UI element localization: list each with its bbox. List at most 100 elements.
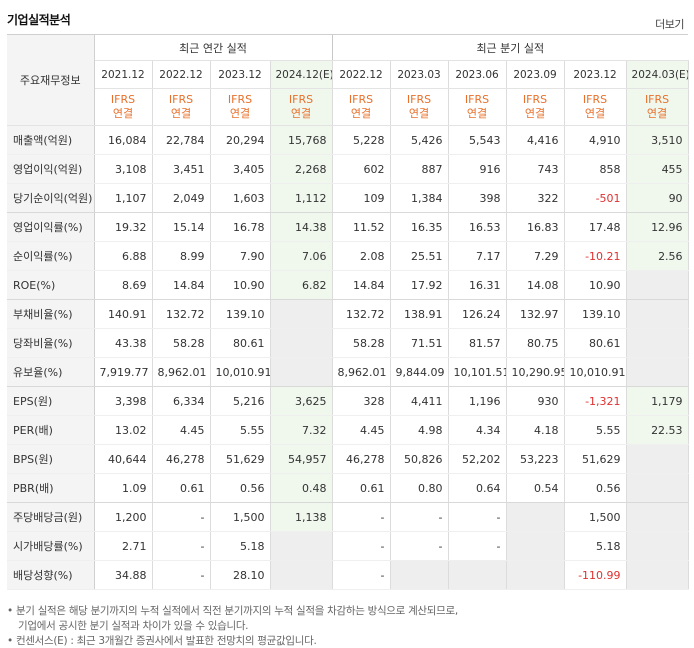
annual-cell: 51,629 (210, 444, 271, 474)
table-row: 주당배당금(원) 1,200-1,500 1,138- - -1,500 (7, 502, 689, 532)
quarter-period: 2024.03(E) (626, 60, 689, 89)
row-label: 유보율(%) (7, 357, 95, 387)
annual-cell: 7.32 (270, 415, 333, 445)
quarter-cell: - (448, 531, 507, 561)
annual-cell (270, 357, 333, 387)
quarter-cell: 80.61 (564, 328, 627, 358)
quarter-cell (626, 328, 689, 358)
annual-cell: 3,451 (152, 154, 211, 184)
annual-cell: 3,405 (210, 154, 271, 184)
quarter-cell: - (390, 502, 449, 532)
annual-cell: 0.56 (210, 473, 271, 503)
quarter-cell (626, 502, 689, 532)
quarter-cell: 4.98 (390, 415, 449, 445)
annual-period: 2022.12 (152, 60, 211, 89)
quarter-cell: 16.35 (390, 212, 449, 242)
quarter-cell: 52,202 (448, 444, 507, 474)
table-row: EPS(원) 3,398 6,334 5,216 3,625 328 4,411 1,196 9… (7, 386, 689, 416)
quarter-period: 2023.03 (390, 60, 449, 89)
table-row: 배당성향(%) 34.88-28.10- -110.99 (7, 560, 689, 590)
row-label: EPS(원) (7, 386, 95, 416)
quarter-cell: 1,179 (626, 386, 689, 416)
row-label: 매출액(억원) (7, 125, 95, 155)
quarter-cell: 887 (390, 154, 449, 184)
quarter-cell: 8,962.01 (331, 357, 391, 387)
ifrs-label: IFRS 연결 (152, 88, 211, 126)
ifrs-label: IFRS 연결 (626, 88, 689, 126)
quarter-cell (626, 299, 689, 329)
table-row: 당기순이익(억원) 1,107 2,049 1,603 1,112 109 1,384 398… (7, 183, 689, 213)
quarter-cell: 25.51 (390, 241, 449, 271)
quarter-cell: 0.61 (331, 473, 391, 503)
note-2: 기업에서 공시한 분기 실적과 차이가 있을 수 있습니다. (18, 620, 249, 632)
quarter-cell (448, 560, 507, 590)
row-label: PER(배) (7, 415, 95, 445)
row-label: ROE(%) (7, 270, 95, 300)
quarter-cell: 7.17 (448, 241, 507, 271)
quarter-cell: 51,629 (564, 444, 627, 474)
row-label: 주당배당금(원) (7, 502, 95, 532)
annual-cell: 1,200 (94, 502, 153, 532)
quarter-cell: 0.64 (448, 473, 507, 503)
table-row: 시가배당률(%) 2.71-5.18- - -5.18 (7, 531, 689, 561)
quarter-cell: 90 (626, 183, 689, 213)
quarter-cell (626, 531, 689, 561)
annual-cell: 2,049 (152, 183, 211, 213)
quarter-cell: 126.24 (448, 299, 507, 329)
quarter-cell: 322 (506, 183, 565, 213)
quarter-cell: -110.99 (564, 560, 627, 590)
annual-cell: 28.10 (210, 560, 271, 590)
table-row: 순이익률(%) 6.88 8.99 7.90 7.06 2.08 25.51 7.17 7.29… (7, 241, 689, 271)
annual-cell (270, 531, 333, 561)
annual-period: 2021.12 (94, 60, 153, 89)
row-label: PBR(배) (7, 473, 95, 503)
quarter-cell: -1,321 (564, 386, 627, 416)
annual-cell: 8,962.01 (152, 357, 211, 387)
quarter-cell: 4,910 (564, 125, 627, 155)
quarter-cell: 2.56 (626, 241, 689, 271)
quarter-cell: 4,411 (390, 386, 449, 416)
quarter-cell: 4.34 (448, 415, 507, 445)
quarter-cell: 858 (564, 154, 627, 184)
annual-cell: 20,294 (210, 125, 271, 155)
quarter-cell: 0.80 (390, 473, 449, 503)
annual-cell: 15,768 (270, 125, 333, 155)
annual-cell: 7,919.77 (94, 357, 153, 387)
quarter-period: 2023.06 (448, 60, 507, 89)
annual-cell: 14.84 (152, 270, 211, 300)
quarter-cell: - (331, 560, 391, 590)
annual-period: 2023.12 (210, 60, 271, 89)
quarter-cell: 12.96 (626, 212, 689, 242)
annual-cell: 7.90 (210, 241, 271, 271)
quarter-cell: 109 (331, 183, 391, 213)
quarter-cell: - (390, 531, 449, 561)
quarter-cell: 17.92 (390, 270, 449, 300)
quarter-cell: 1,196 (448, 386, 507, 416)
quarter-cell: 930 (506, 386, 565, 416)
annual-cell: 8.69 (94, 270, 153, 300)
quarter-cell: - (448, 502, 507, 532)
annual-cell (270, 328, 333, 358)
ifrs-label: IFRS 연결 (564, 88, 627, 126)
annual-cell (270, 560, 333, 590)
annual-cell: 54,957 (270, 444, 333, 474)
quarter-cell: 0.54 (506, 473, 565, 503)
quarter-cell: 16.31 (448, 270, 507, 300)
annual-cell: 132.72 (152, 299, 211, 329)
quarter-cell: 916 (448, 154, 507, 184)
annual-cell: 40,644 (94, 444, 153, 474)
quarter-cell: 50,826 (390, 444, 449, 474)
ifrs-label: IFRS 연결 (210, 88, 271, 126)
quarter-cell (390, 560, 449, 590)
ifrs-label: IFRS 연결 (390, 88, 449, 126)
quarter-cell: 16.53 (448, 212, 507, 242)
annual-cell: 3,398 (94, 386, 153, 416)
quarter-cell: 9,844.09 (390, 357, 449, 387)
quarter-cell: 398 (448, 183, 507, 213)
table-row: 유보율(%) 7,919.77 8,962.01 10,010.91 8,962.01 9… (7, 357, 689, 387)
more-link[interactable]: 더보기 (655, 18, 684, 31)
quarter-period: 2023.12 (564, 60, 627, 89)
quarter-cell: 80.75 (506, 328, 565, 358)
quarter-cell: 139.10 (564, 299, 627, 329)
quarter-cell (506, 502, 565, 532)
